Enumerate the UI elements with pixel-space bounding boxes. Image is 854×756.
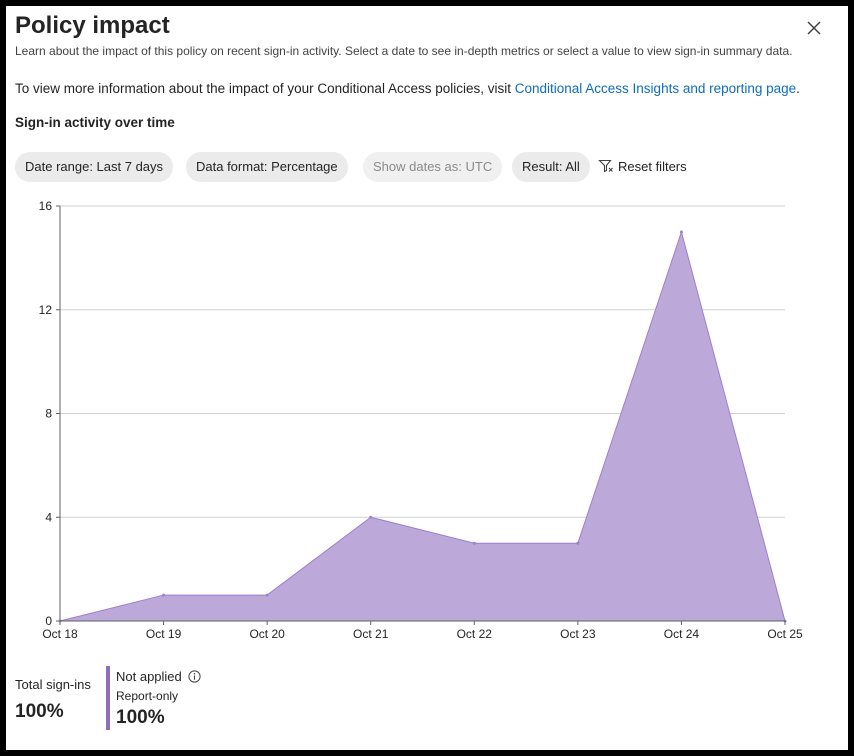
section-title: Sign-in activity over time xyxy=(15,115,175,130)
x-tick-label-3: Oct 21 xyxy=(353,627,389,641)
reset-filters-label: Reset filters xyxy=(618,158,687,174)
x-tick-label-4: Oct 22 xyxy=(457,627,493,641)
page-title: Policy impact xyxy=(15,12,170,39)
x-tick-label-7: Oct 25 xyxy=(767,627,803,641)
info-icon[interactable] xyxy=(188,670,201,683)
total-sign-ins-label: Total sign-ins xyxy=(15,677,91,692)
x-tick-label-6: Oct 24 xyxy=(664,627,700,641)
legend-sub-label: Report-only xyxy=(116,689,179,703)
data-point-6 xyxy=(679,230,683,234)
y-tick-label-12: 12 xyxy=(39,303,53,317)
legend-color-bar xyxy=(106,666,110,730)
total-sign-ins-value: 100% xyxy=(15,701,64,722)
data-point-3 xyxy=(369,515,373,519)
data-point-2 xyxy=(265,593,269,597)
series-area xyxy=(59,230,786,622)
data-point-5 xyxy=(576,541,580,545)
result-filter[interactable]: Result: All xyxy=(512,152,590,182)
sign-in-activity-chart: 0 4 8 12 16 Oct 18 Oct 19 Oct 20 Oct 21 Oct 22 Oct… xyxy=(39,199,803,641)
info-text: To view more information about the impac… xyxy=(15,81,515,96)
x-tick-label-0: Oct 18 xyxy=(42,627,78,641)
date-range-filter[interactable]: Date range: Last 7 days xyxy=(15,152,174,182)
show-dates-filter: Show dates as: UTC xyxy=(363,152,503,182)
info-line: To view more information about the impac… xyxy=(15,81,800,96)
filter-reset-icon xyxy=(598,159,613,173)
y-tick-label-0: 0 xyxy=(45,614,52,628)
legend-name-label: Not applied xyxy=(116,669,182,684)
close-icon xyxy=(807,21,821,35)
data-format-filter[interactable]: Data format: Percentage xyxy=(186,152,348,182)
info-suffix: . xyxy=(796,81,800,96)
insights-reporting-link[interactable]: Conditional Access Insights and reportin… xyxy=(514,81,797,96)
data-point-1 xyxy=(162,593,166,597)
y-tick-label-4: 4 xyxy=(45,510,52,524)
data-point-4 xyxy=(472,541,476,545)
legend-value[interactable]: 100% xyxy=(116,707,165,728)
y-tick-label-8: 8 xyxy=(45,407,52,421)
page-subtitle: Learn about the impact of this policy on… xyxy=(15,44,793,58)
reset-filters-button[interactable]: Reset filters xyxy=(598,158,687,174)
legend-not-applied[interactable]: Not applied xyxy=(116,669,201,684)
x-tick-label-2: Oct 20 xyxy=(249,627,285,641)
y-tick-label-16: 16 xyxy=(39,199,53,213)
x-tick-label-5: Oct 23 xyxy=(560,627,596,641)
close-button[interactable] xyxy=(802,16,826,40)
policy-impact-panel: Policy impact Learn about the impact of … xyxy=(6,6,848,750)
x-tick-label-1: Oct 19 xyxy=(146,627,182,641)
